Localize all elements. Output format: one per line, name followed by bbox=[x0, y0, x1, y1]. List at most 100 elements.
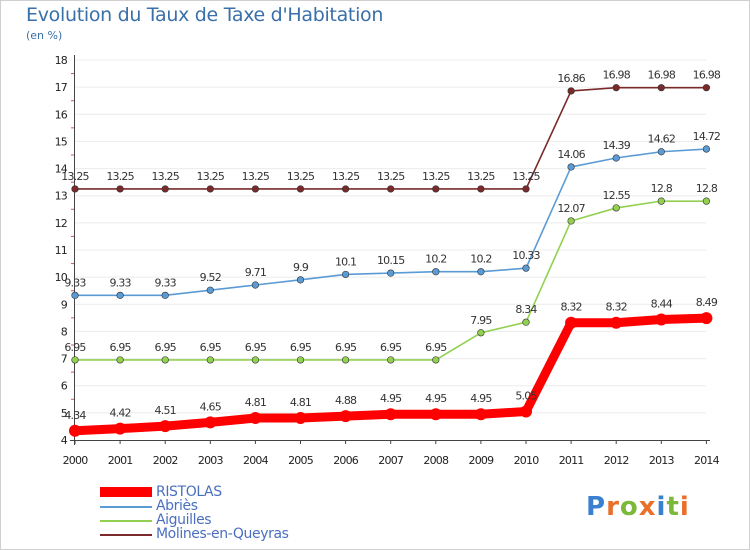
point-ristolas-2012 bbox=[610, 316, 623, 329]
data-label-ristolas-2006: 4.88 bbox=[335, 394, 357, 407]
data-label-ristolas-2011: 8.32 bbox=[560, 301, 581, 314]
data-label-aiguilles-2014: 12.8 bbox=[696, 182, 718, 195]
data-label-molines-en-queyras-2010: 13.25 bbox=[512, 170, 540, 183]
data-label-aiguilles-2009: 7.95 bbox=[470, 314, 492, 327]
point-ristolas-2005 bbox=[294, 412, 307, 425]
y-tick-label-5: 5 bbox=[61, 407, 68, 420]
point-molines-en-queyras-2013 bbox=[657, 84, 665, 92]
data-label-abri-s-2009: 10.2 bbox=[470, 253, 491, 266]
data-label-ristolas-2001: 4.42 bbox=[109, 407, 130, 420]
data-label-molines-en-queyras-2014: 16.98 bbox=[693, 69, 721, 82]
point-aiguilles-2005 bbox=[296, 356, 305, 364]
y-tick-label-14: 14 bbox=[55, 163, 68, 176]
y-tick-label-10: 10 bbox=[55, 271, 68, 284]
point-aiguilles-2009 bbox=[477, 329, 485, 337]
point-molines-en-queyras-2009 bbox=[477, 185, 485, 193]
axis-layer: 4 5 6 7 8 9 10 11 12 13 14 15 16 17 18 2000 2001 2002 2003… bbox=[55, 54, 721, 467]
legend-label-ristolas: RISTOLAS bbox=[156, 484, 222, 500]
point-aiguilles-2006 bbox=[342, 356, 350, 364]
data-label-molines-en-queyras-2009: 13.25 bbox=[467, 170, 495, 183]
point-abri-s-2006 bbox=[342, 270, 350, 279]
point-molines-en-queyras-2007 bbox=[387, 185, 395, 193]
point-aiguilles-2010 bbox=[522, 318, 530, 326]
data-label-ristolas-2002: 4.51 bbox=[155, 404, 176, 417]
y-tick-label-9: 9 bbox=[61, 298, 68, 311]
data-label-aiguilles-2010: 8.34 bbox=[515, 303, 537, 316]
point-aiguilles-2007 bbox=[387, 356, 395, 364]
point-abri-s-2010 bbox=[522, 264, 530, 272]
data-label-molines-en-queyras-2000: 13.25 bbox=[61, 170, 89, 183]
data-label-abri-s-2013: 14.62 bbox=[648, 133, 676, 146]
data-label-abri-s-2010: 10.33 bbox=[512, 249, 540, 262]
data-label-ristolas-2005: 4.81 bbox=[290, 396, 311, 409]
point-ristolas-2004 bbox=[249, 412, 262, 425]
legend-label-abries: Abriès bbox=[156, 498, 198, 514]
point-ristolas-2006 bbox=[339, 410, 352, 423]
x-tick-label-2009: 2009 bbox=[469, 454, 495, 467]
x-tick-label-2012: 2012 bbox=[604, 454, 629, 467]
data-label-molines-en-queyras-2013: 16.98 bbox=[648, 69, 676, 82]
data-label-ristolas-2008: 4.95 bbox=[425, 392, 447, 405]
y-tick-label-8: 8 bbox=[61, 325, 68, 338]
data-label-ristolas-2007: 4.95 bbox=[380, 392, 402, 405]
data-label-ristolas-2004: 4.81 bbox=[245, 396, 266, 409]
data-label-aiguilles-2003: 6.95 bbox=[200, 341, 222, 354]
data-label-layer: 13.25 13.25 13.25 13.25 13.25 13.25 13.25 13.25… bbox=[61, 69, 721, 422]
point-molines-en-queyras-2001 bbox=[116, 185, 124, 193]
point-ristolas-2002 bbox=[159, 420, 172, 433]
data-label-abri-s-2000: 9.33 bbox=[64, 276, 86, 289]
data-label-aiguilles-2012: 12.55 bbox=[602, 189, 630, 202]
point-aiguilles-2012 bbox=[612, 204, 620, 212]
data-label-aiguilles-2006: 6.95 bbox=[335, 341, 357, 354]
point-molines-en-queyras-2014 bbox=[702, 84, 711, 92]
point-aiguilles-2002 bbox=[161, 356, 169, 364]
x-tick-label-2003: 2003 bbox=[198, 454, 224, 467]
point-aiguilles-2014 bbox=[702, 197, 711, 205]
point-molines-en-queyras-2008 bbox=[432, 185, 440, 193]
point-abri-s-2003 bbox=[206, 286, 214, 294]
point-molines-en-queyras-2010 bbox=[522, 185, 530, 193]
series-layer bbox=[69, 84, 713, 437]
x-tick-label-2014: 2014 bbox=[694, 454, 720, 467]
data-label-abri-s-2004: 9.71 bbox=[245, 266, 266, 279]
legend-swatch-molines bbox=[100, 534, 152, 536]
x-tick-label-2010: 2010 bbox=[514, 454, 540, 467]
point-aiguilles-2003 bbox=[206, 356, 214, 364]
point-abri-s-2011 bbox=[567, 163, 575, 171]
x-tick-label-2007: 2007 bbox=[378, 454, 404, 467]
x-tick-label-2011: 2011 bbox=[559, 454, 584, 467]
data-label-ristolas-2013: 8.44 bbox=[651, 297, 673, 310]
data-label-aiguilles-2005: 6.95 bbox=[290, 341, 312, 354]
logo-letter: o bbox=[619, 492, 639, 522]
y-tick-label-16: 16 bbox=[55, 108, 68, 121]
data-label-abri-s-2001: 9.33 bbox=[109, 276, 131, 289]
legend-swatch-aiguilles bbox=[100, 520, 152, 522]
point-abri-s-2013 bbox=[657, 148, 665, 156]
y-tick-label-18: 18 bbox=[55, 54, 68, 67]
x-tick-label-2000: 2000 bbox=[63, 454, 89, 467]
data-label-aiguilles-2011: 12.07 bbox=[557, 202, 585, 215]
data-label-aiguilles-2001: 6.95 bbox=[109, 341, 131, 354]
point-ristolas-2011 bbox=[565, 316, 578, 329]
point-abri-s-2009 bbox=[477, 268, 485, 276]
data-label-molines-en-queyras-2004: 13.25 bbox=[242, 170, 270, 183]
point-abri-s-2014 bbox=[702, 145, 711, 153]
point-ristolas-2014 bbox=[700, 312, 713, 325]
point-abri-s-2000 bbox=[71, 291, 79, 299]
legend-swatch-ristolas bbox=[100, 487, 152, 497]
point-abri-s-2005 bbox=[296, 276, 305, 284]
point-ristolas-2001 bbox=[114, 422, 127, 435]
point-aiguilles-2011 bbox=[567, 217, 575, 225]
data-label-abri-s-2011: 14.06 bbox=[557, 148, 585, 161]
data-label-ristolas-2012: 8.32 bbox=[606, 301, 627, 314]
data-label-molines-en-queyras-2011: 16.86 bbox=[557, 72, 585, 85]
point-abri-s-2002 bbox=[161, 291, 169, 299]
point-abri-s-2008 bbox=[432, 268, 440, 276]
data-label-abri-s-2002: 9.33 bbox=[155, 276, 177, 289]
legend-swatch-abries bbox=[100, 506, 152, 508]
y-tick-label-11: 11 bbox=[55, 244, 67, 257]
point-abri-s-2007 bbox=[387, 269, 395, 277]
x-tick-label-2001: 2001 bbox=[108, 454, 133, 467]
